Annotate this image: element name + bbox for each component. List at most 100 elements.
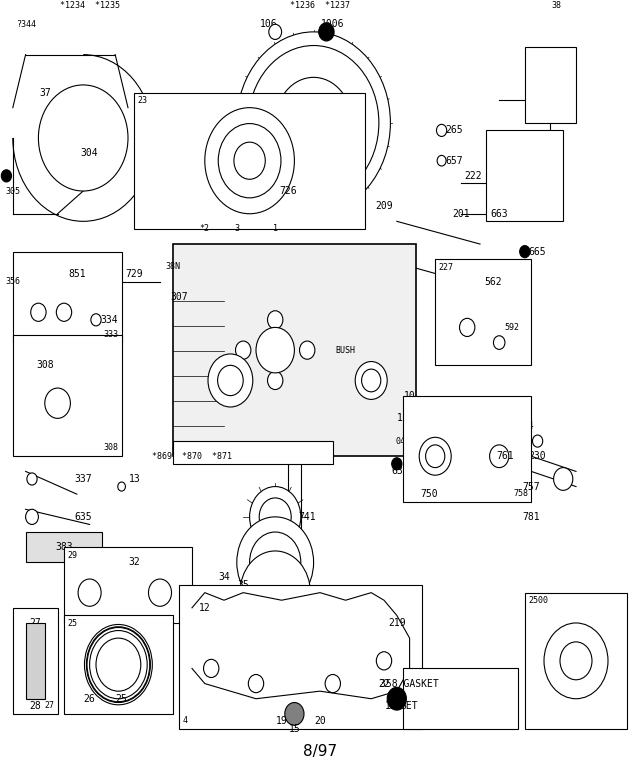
Circle shape — [259, 498, 291, 536]
Text: 353: 353 — [541, 164, 559, 174]
Text: 12: 12 — [199, 603, 211, 613]
Text: 265: 265 — [445, 126, 463, 135]
Text: 38N: 38N — [165, 263, 180, 271]
Text: *1236  *1237: *1236 *1237 — [290, 1, 350, 10]
Circle shape — [268, 310, 283, 329]
Circle shape — [300, 341, 315, 359]
Text: 37: 37 — [39, 88, 51, 97]
Text: BUSH: BUSH — [335, 345, 356, 355]
Text: 28: 28 — [29, 702, 41, 712]
Text: 35: 35 — [237, 580, 249, 590]
Text: 22: 22 — [378, 679, 390, 689]
Text: 592: 592 — [504, 323, 520, 332]
Text: 308: 308 — [36, 360, 54, 371]
Circle shape — [275, 78, 352, 168]
Circle shape — [248, 674, 264, 693]
Text: 29: 29 — [67, 551, 77, 560]
Text: *1234  *1235: *1234 *1235 — [60, 1, 120, 10]
Text: 209: 209 — [375, 201, 393, 211]
Circle shape — [208, 354, 253, 407]
Text: 383: 383 — [55, 542, 73, 552]
Circle shape — [237, 32, 390, 214]
Text: 25: 25 — [116, 694, 127, 704]
Bar — [403, 396, 531, 501]
Text: 42: 42 — [276, 618, 287, 628]
Text: 23: 23 — [138, 97, 148, 105]
Bar — [26, 623, 45, 699]
Circle shape — [294, 100, 333, 145]
Circle shape — [460, 318, 475, 336]
Text: 308: 308 — [104, 444, 118, 453]
Circle shape — [38, 85, 128, 191]
Text: 851: 851 — [68, 269, 86, 279]
Text: 665: 665 — [529, 247, 547, 256]
Circle shape — [218, 123, 281, 198]
Text: 663: 663 — [490, 209, 508, 218]
FancyBboxPatch shape — [173, 244, 416, 457]
Circle shape — [387, 687, 406, 710]
Text: 4: 4 — [182, 716, 188, 725]
Bar — [13, 335, 122, 457]
Text: 3: 3 — [234, 224, 239, 234]
Text: 227: 227 — [438, 263, 453, 272]
Text: 27: 27 — [29, 618, 41, 628]
Bar — [525, 593, 627, 729]
Circle shape — [392, 458, 402, 470]
Circle shape — [86, 627, 150, 702]
Circle shape — [204, 659, 219, 677]
Bar — [403, 668, 518, 729]
Bar — [179, 585, 422, 729]
Text: 305: 305 — [5, 186, 20, 196]
Circle shape — [355, 361, 387, 400]
Text: 1006: 1006 — [321, 19, 344, 30]
Text: 562: 562 — [484, 277, 502, 287]
Text: 761: 761 — [497, 451, 515, 461]
Circle shape — [490, 445, 509, 467]
Bar — [64, 616, 173, 714]
Circle shape — [250, 486, 301, 547]
Text: 1005: 1005 — [302, 118, 325, 128]
Text: 11: 11 — [397, 413, 409, 423]
Text: 307: 307 — [170, 292, 188, 302]
Bar — [26, 532, 102, 562]
Text: 34: 34 — [218, 572, 230, 582]
Bar — [173, 441, 333, 463]
Text: 741: 741 — [298, 512, 316, 522]
Text: 781: 781 — [522, 512, 540, 522]
Text: 614: 614 — [516, 421, 534, 431]
Text: 16: 16 — [263, 549, 275, 560]
Text: 356: 356 — [5, 278, 20, 286]
Circle shape — [560, 642, 592, 680]
Text: 225: 225 — [426, 436, 444, 446]
Text: 19: 19 — [276, 716, 287, 727]
Circle shape — [240, 551, 310, 635]
Text: 2500: 2500 — [528, 597, 548, 606]
Text: 15: 15 — [385, 702, 396, 712]
Circle shape — [148, 579, 172, 607]
Text: ?344: ?344 — [15, 20, 36, 29]
Text: 24: 24 — [289, 549, 300, 560]
Circle shape — [31, 303, 46, 321]
Text: SET: SET — [401, 702, 419, 712]
Circle shape — [218, 365, 243, 396]
Circle shape — [45, 388, 70, 419]
Text: 757: 757 — [522, 482, 540, 492]
Circle shape — [118, 482, 125, 491]
Text: 304: 304 — [81, 148, 99, 158]
Circle shape — [234, 142, 266, 180]
Bar — [13, 608, 58, 714]
Text: 222: 222 — [465, 171, 483, 181]
Bar — [435, 260, 531, 365]
Circle shape — [426, 445, 445, 467]
Text: 33: 33 — [205, 595, 217, 605]
Text: 358 GASKET: 358 GASKET — [380, 679, 439, 689]
Text: 26: 26 — [84, 694, 95, 704]
Text: 232: 232 — [465, 269, 483, 279]
Circle shape — [554, 467, 573, 490]
Circle shape — [268, 371, 283, 390]
Text: 337: 337 — [74, 474, 92, 484]
Circle shape — [545, 132, 556, 144]
Text: 41: 41 — [244, 618, 255, 628]
Circle shape — [437, 155, 446, 166]
Text: 20: 20 — [314, 716, 326, 727]
